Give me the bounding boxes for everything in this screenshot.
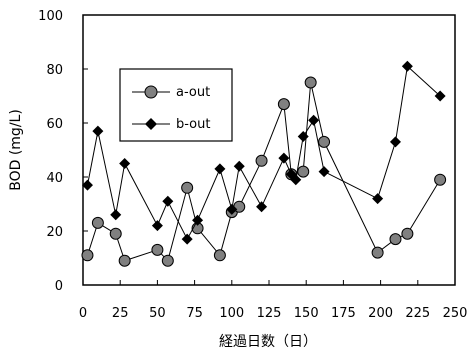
data-point-a-out [161,254,174,267]
data-point-b-out [372,193,384,205]
data-point-a-out [304,76,317,89]
data-point-b-out [81,179,93,191]
x-tick-label: 200 [368,306,393,321]
data-point-b-out [278,152,290,164]
data-point-a-out [151,243,164,256]
data-point-a-out [181,181,194,194]
data-point-a-out [81,249,94,262]
data-point-b-out [226,203,238,215]
legend-label-a-out: a-out [176,85,210,100]
legend-marker-a-out [144,85,158,99]
legend-box [119,68,233,142]
y-tick-label: 0 [55,279,63,294]
y-tick-label: 20 [46,225,63,240]
axis-ticks: 0 25 50 75 100 125 150 175 200 225 250 0 20 40 60 80 100 [38,9,467,321]
data-point-b-out [318,166,330,178]
data-point-b-out [119,158,131,169]
data-point-b-out [92,125,104,137]
y-tick-label: 100 [38,9,63,24]
series-layer [81,60,447,267]
x-tick-label: 100 [219,306,244,321]
data-point-b-out [308,114,320,126]
data-point-b-out [297,131,309,142]
data-point-a-out [118,254,131,267]
data-point-a-out [401,227,414,240]
x-tick-label: 175 [331,306,356,321]
data-point-b-out [401,60,413,72]
x-axis-title: 経過日数（日） [219,334,317,350]
legend-label-b-out: b-out [176,117,210,132]
data-point-b-out [110,209,122,221]
data-point-b-out [214,163,226,175]
data-point-a-out [297,165,310,178]
x-tick-label: 25 [112,306,129,321]
x-tick-label: 0 [79,306,87,321]
data-point-b-out [162,195,174,207]
x-tick-label: 125 [257,306,282,321]
data-point-a-out [213,249,226,262]
data-point-b-out [389,136,401,148]
x-tick-label: 250 [443,306,468,321]
legend: a-out b-out [119,68,233,142]
y-axis-title: BOD (mg/L) [8,109,24,191]
data-point-a-out [255,154,268,167]
data-point-b-out [151,220,163,232]
x-tick-label: 150 [294,306,319,321]
x-tick-label: 75 [186,306,203,321]
y-tick-label: 40 [46,171,63,186]
data-point-a-out [109,227,122,240]
data-point-b-out [181,233,193,245]
data-point-b-out [233,160,245,172]
data-point-b-out [290,174,302,186]
data-point-a-out [434,173,447,186]
data-point-b-out [192,214,204,226]
y-tick-label: 60 [46,117,63,132]
data-point-a-out [277,98,290,111]
data-point-b-out [434,90,446,102]
data-point-a-out [91,216,104,229]
x-tick-label: 225 [405,306,430,321]
data-point-a-out [389,233,402,246]
data-point-b-out [256,201,268,213]
legend-marker-b-out [145,118,157,130]
data-point-a-out [318,135,331,148]
y-tick-label: 80 [46,63,63,78]
x-tick-label: 50 [149,306,166,321]
data-point-a-out [371,246,384,259]
series-line-b-out [87,65,441,241]
plot-frame [82,14,456,286]
